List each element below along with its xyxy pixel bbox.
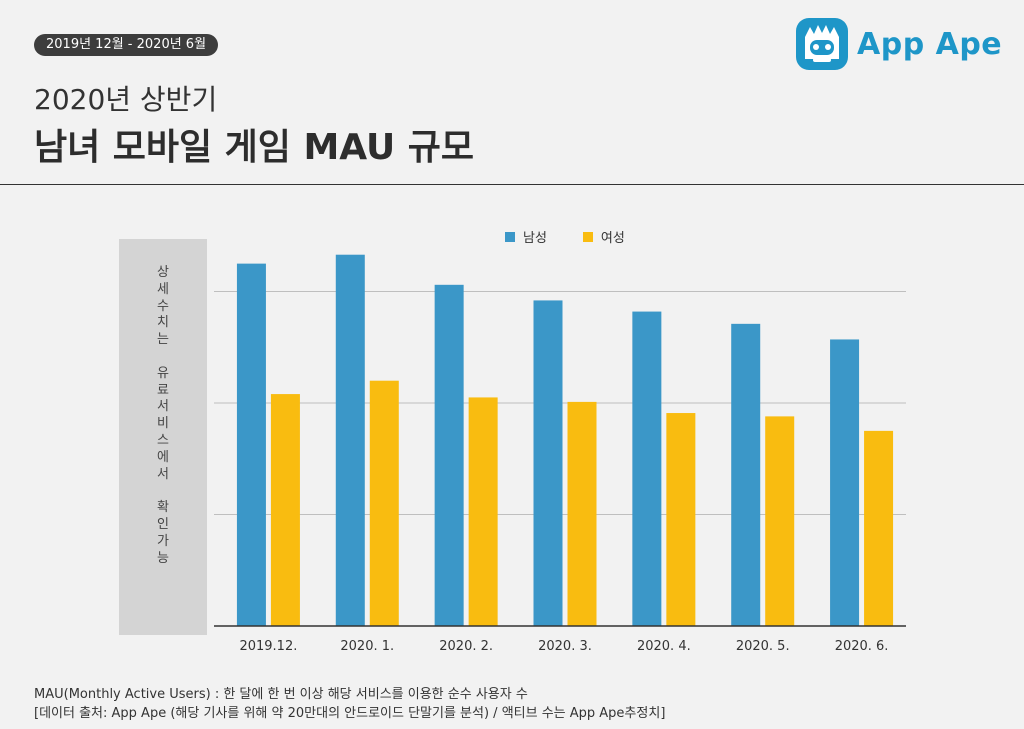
legend-item-male: 남성 [505, 227, 547, 246]
legend-label-male: 남성 [523, 231, 547, 246]
legend-swatch-male [505, 231, 515, 242]
x-tick-label: 2019.12. [239, 639, 297, 654]
footer-definition: MAU(Monthly Active Users) : 한 달에 한 번 이상 … [34, 687, 528, 702]
bar-male-5 [632, 311, 662, 626]
x-tick-label: 2020. 3. [538, 639, 592, 654]
bar-female-1 [270, 394, 300, 626]
page-subtitle: 2020년 상반기 [34, 83, 218, 116]
bar-male-6 [731, 323, 761, 626]
bar-male-7 [830, 339, 860, 626]
x-tick-label: 2020. 2. [439, 639, 493, 654]
bar-male-2 [335, 254, 365, 626]
detail-note-panel: 상 세 수 치 는 유 료 서 비 스 에 서 확 인 가 능 [119, 239, 207, 635]
bar-female-5 [666, 413, 696, 626]
bar-female-7 [864, 430, 894, 626]
legend-swatch-female [582, 231, 593, 242]
x-tick-label: 2020. 6. [835, 639, 889, 654]
chart-legend: 남성 여성 [505, 227, 661, 246]
bar-female-4 [567, 401, 597, 626]
page-title: 남녀 모바일 게임 MAU 규모 [34, 127, 475, 168]
header-divider [0, 184, 1024, 185]
legend-label-female: 여성 [600, 231, 625, 246]
detail-note-text: 상 세 수 치 는 유 료 서 비 스 에 서 확 인 가 능 [157, 265, 169, 566]
x-tick-label: 2020. 1. [340, 639, 394, 654]
bar-female-2 [369, 380, 399, 626]
logo-text: App Ape [857, 26, 1003, 62]
bar-female-6 [765, 416, 795, 626]
ape-face-icon [796, 18, 848, 70]
app-ape-logo: App Ape [795, 16, 1002, 72]
footer-source: [데이터 출처: App Ape (해당 기사를 위해 약 20만대의 안드로이… [34, 706, 666, 721]
bar-female-3 [468, 397, 498, 626]
legend-item-female: 여성 [582, 227, 625, 246]
bar-male-4 [533, 300, 563, 626]
x-tick-label: 2020. 5. [736, 639, 790, 654]
x-tick-label: 2020. 4. [637, 639, 691, 654]
period-badge: 2019년 12월 - 2020년 6월 [34, 34, 219, 56]
bar-male-1 [236, 263, 266, 626]
bar-male-3 [434, 284, 464, 626]
